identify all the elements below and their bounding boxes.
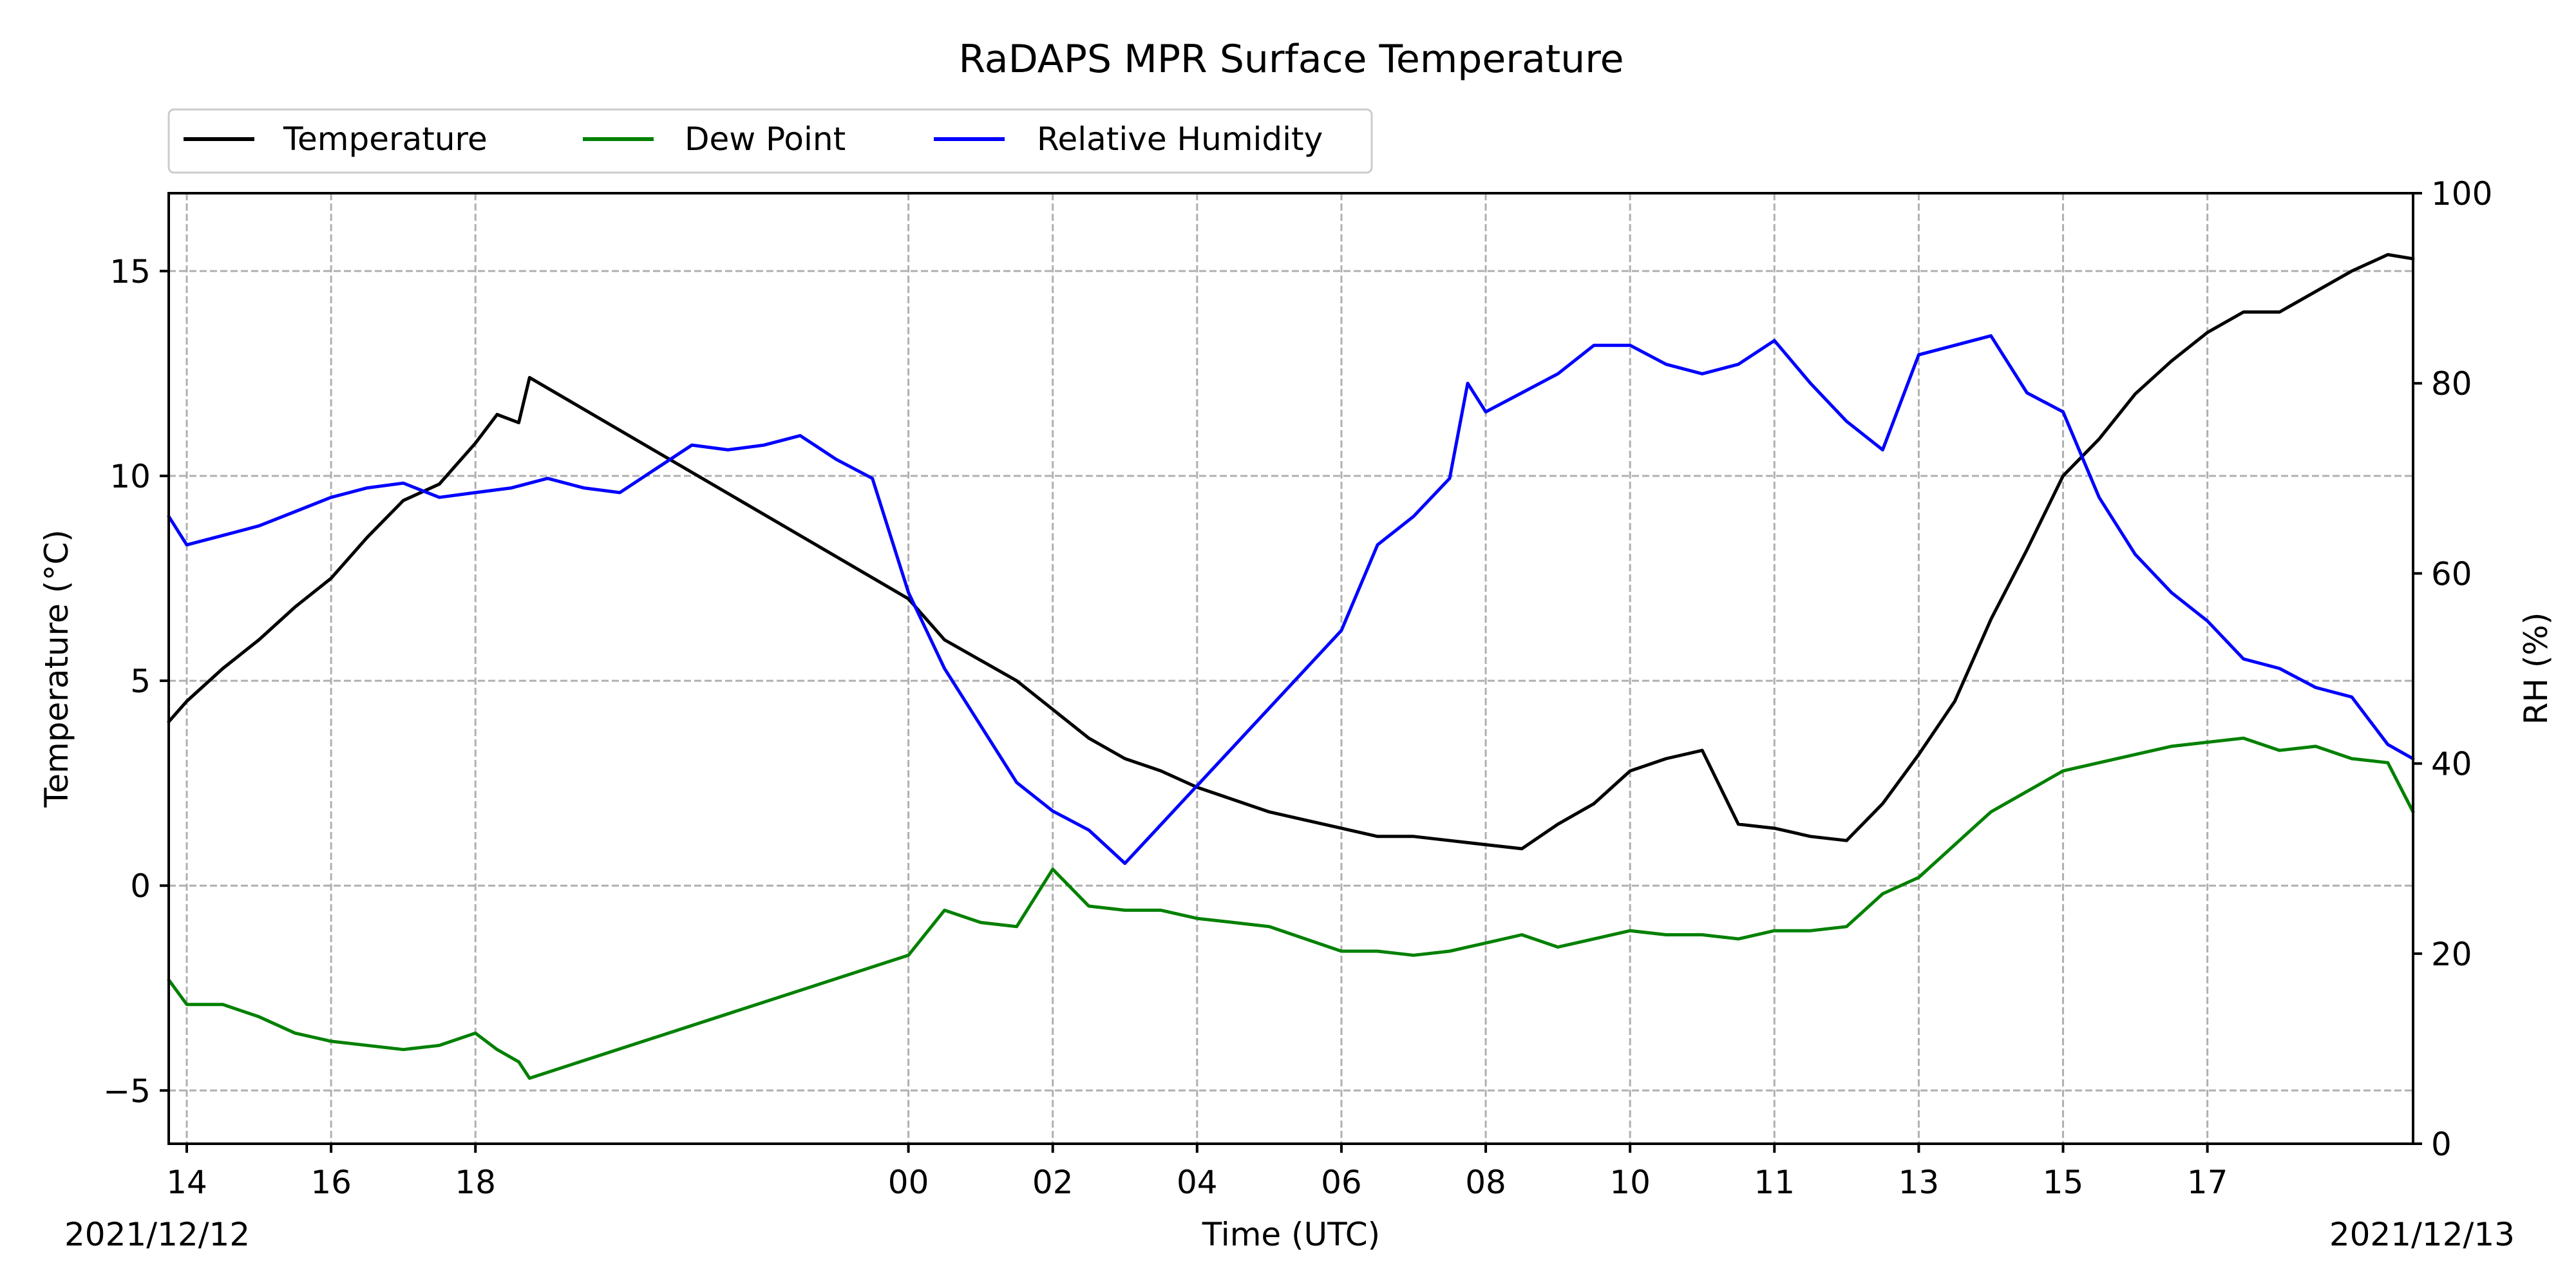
- x-tick-label-04: 04: [1177, 1164, 1218, 1201]
- plot-area-frame: [167, 192, 2414, 1145]
- x-tick-label-06: 06: [1321, 1164, 1362, 1201]
- legend: Temperature Dew Point Relative Humidity: [167, 108, 1373, 174]
- series-line-dew-point: [167, 736, 2415, 1080]
- legend-label-temperature: Temperature: [283, 120, 488, 158]
- y-axis-right-ticks: 0 20 40 60 80 100: [2413, 175, 2492, 1163]
- x-tick-label-18: 18: [455, 1164, 496, 1201]
- date-label-left: 2021/12/12: [64, 1216, 250, 1253]
- y-right-tick-label-60: 60: [2431, 555, 2472, 592]
- y-right-tick-label-100: 100: [2431, 175, 2492, 213]
- y-axis-right-label: RH (%): [2517, 612, 2555, 725]
- y-right-tick-label-20: 20: [2431, 936, 2472, 973]
- x-tick-label-17: 17: [2187, 1164, 2228, 1201]
- x-tick-label-15: 15: [2043, 1164, 2084, 1201]
- y-left-tick-label--5: −5: [103, 1072, 151, 1110]
- x-axis-label: Time (UTC): [1202, 1216, 1380, 1253]
- chart-title: RaDAPS MPR Surface Temperature: [958, 37, 1624, 82]
- y-left-tick-label-5: 5: [130, 663, 151, 700]
- y-axis-left-label: Temperature (°C): [38, 529, 75, 808]
- series-layer: [167, 252, 2415, 1080]
- y-left-tick-label-10: 10: [109, 458, 151, 495]
- y-left-tick-label-0: 0: [130, 867, 151, 905]
- x-tick-label-14: 14: [166, 1164, 207, 1201]
- legend-box: [167, 108, 1373, 174]
- y-left-tick-label-15: 15: [109, 253, 151, 290]
- series-line-relative-humidity: [167, 334, 2415, 866]
- legend-label-dew-point: Dew Point: [685, 120, 846, 158]
- y-right-tick-label-80: 80: [2431, 365, 2472, 402]
- y-right-tick-label-0: 0: [2431, 1126, 2452, 1163]
- x-tick-label-00: 00: [888, 1164, 929, 1201]
- y-right-tick-label-40: 40: [2431, 746, 2472, 783]
- y-axis-left-ticks: −5 0 5 10 15: [103, 253, 169, 1110]
- x-axis-ticks: 14 16 18 00 02 04 06 08 10 11 13 15 17: [166, 1144, 2228, 1201]
- date-label-right: 2021/12/13: [2329, 1216, 2515, 1253]
- x-tick-label-10: 10: [1609, 1164, 1651, 1201]
- grid-lines: [169, 193, 2413, 1144]
- x-tick-label-16: 16: [310, 1164, 352, 1201]
- legend-label-relative-humidity: Relative Humidity: [1037, 120, 1323, 158]
- x-tick-label-13: 13: [1899, 1164, 1940, 1201]
- x-tick-label-11: 11: [1754, 1164, 1795, 1201]
- x-tick-label-08: 08: [1465, 1164, 1506, 1201]
- x-tick-label-02: 02: [1032, 1164, 1074, 1201]
- series-line-temperature: [167, 252, 2415, 851]
